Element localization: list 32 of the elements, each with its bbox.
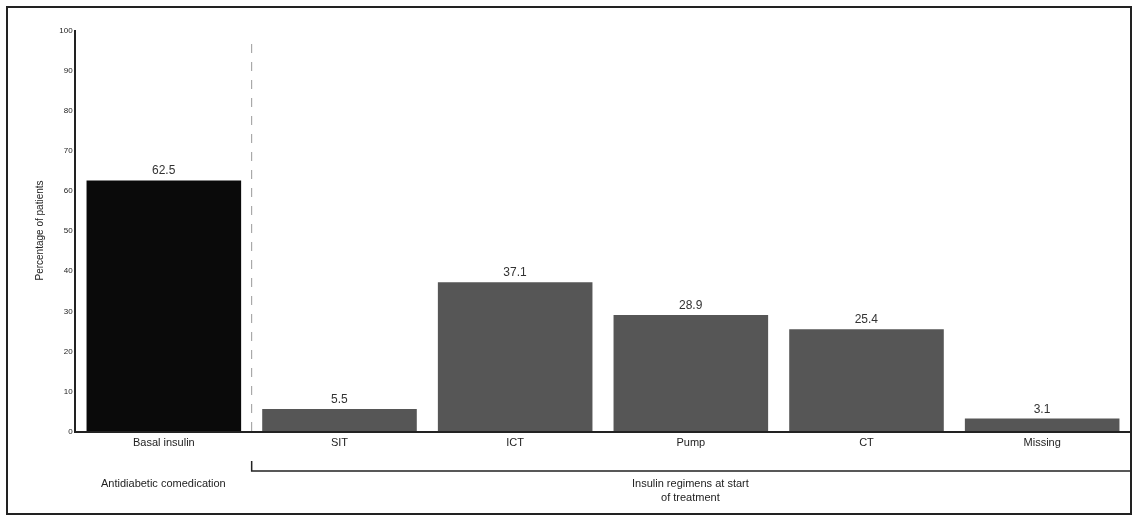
y-tick-label: 80 — [63, 106, 74, 115]
x-tick-label: Pump — [676, 435, 706, 448]
bar — [262, 408, 417, 431]
y-tick-label: 100 — [59, 25, 74, 35]
y-tick-label: 0 — [68, 426, 74, 436]
bar — [789, 329, 944, 431]
y-tick-label: 20 — [63, 346, 74, 356]
y-tick-label: 10 — [63, 386, 74, 396]
data-label: 37.1 — [503, 265, 528, 280]
bar — [964, 418, 1120, 431]
x-tick-label: CT — [859, 435, 875, 448]
x-tick-label: SIT — [330, 435, 349, 448]
y-tick-label: 90 — [63, 65, 74, 75]
bar — [613, 315, 769, 431]
bar — [86, 180, 242, 431]
data-label: 3.1 — [1033, 401, 1051, 416]
y-tick-label: 40 — [63, 266, 74, 276]
y-axis-title: Percentage of patients — [33, 180, 45, 281]
data-label: 25.4 — [854, 312, 879, 327]
y-tick-label: 70 — [63, 146, 74, 156]
data-label: 28.9 — [678, 298, 703, 313]
y-tick-label: 30 — [63, 306, 74, 316]
data-label: 5.5 — [331, 391, 348, 406]
x-tick-label: Basal insulin — [132, 435, 195, 448]
data-label: 62.5 — [151, 163, 176, 178]
x-tick-label: Missing — [1023, 435, 1061, 448]
bar — [437, 282, 593, 431]
text: Insulin regimens at start of treatment — [632, 477, 749, 504]
y-tick-label: 60 — [63, 186, 74, 196]
text: Antidiabetic comedication — [101, 477, 226, 489]
x-tick-label: ICT — [506, 435, 525, 448]
y-tick-label: 50 — [63, 226, 74, 236]
